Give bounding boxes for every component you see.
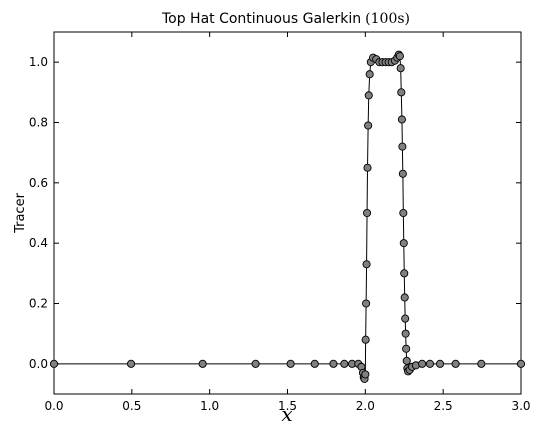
data-point-marker [362,260,371,269]
chart-title: Top Hat Continuous Galerkin (100s) [161,11,410,27]
data-point-marker [395,52,404,61]
data-point-marker [401,314,410,323]
y-tick-label: 1.0 [29,55,48,69]
data-point-marker [402,344,411,353]
data-point-marker [397,115,406,124]
data-point-marker [340,359,349,368]
data-point-marker [329,359,338,368]
data-point-marker [362,208,372,218]
x-tick-label: 1.0 [200,399,219,413]
plot-area-frame [53,31,522,395]
y-axis-ticks: 0.0 0.2 0.4 0.6 0.8 1.0 [29,55,521,371]
data-point-marker [477,359,486,368]
x-tick-label: 3.0 [511,399,530,413]
data-point-marker [365,70,374,79]
y-tick-label: 0.6 [29,176,48,190]
data-point-marker [418,359,427,368]
x-axis-ticks: 0.0 0.5 1.0 1.5 2.0 2.5 3.0 [44,32,531,413]
data-point-marker [398,169,407,178]
data-point-marker [198,359,207,368]
y-tick-label: 0.2 [29,297,48,311]
y-tick-label: 0.0 [29,357,48,371]
x-tick-label: 1.5 [278,399,297,413]
data-point-marker [399,239,408,248]
chart-title-math: (100s) [365,11,410,27]
x-tick-label: 2.0 [356,399,375,413]
series-markers [49,50,526,383]
data-point-marker [364,91,373,100]
data-point-marker [251,359,260,368]
x-axis-label: x [281,402,292,426]
data-point-marker [362,299,371,308]
data-point-marker [361,370,370,379]
data-point-marker [49,359,59,368]
data-point-marker [451,359,460,368]
data-point-marker [400,269,409,278]
data-point-marker [398,142,407,151]
data-point-marker [397,88,406,97]
data-point-marker [127,359,136,368]
y-axis-label: Tracer [13,192,28,233]
data-point-marker [286,359,295,368]
data-point-marker [399,208,408,218]
data-point-marker [400,293,409,302]
x-tick-label: 0.0 [44,399,63,413]
data-point-marker [425,359,434,368]
data-point-marker [361,335,370,344]
data-point-marker [516,359,526,368]
y-tick-label: 0.8 [29,116,48,130]
plot-data-group [49,50,526,383]
x-tick-label: 0.5 [122,399,141,413]
chart-title-main: Top Hat Continuous Galerkin [161,11,361,27]
data-point-marker [364,121,373,130]
data-point-marker [435,359,445,368]
data-point-marker [310,359,319,368]
x-tick-label: 2.5 [434,399,453,413]
data-point-marker [402,356,411,365]
data-point-marker [396,64,405,73]
data-point-marker [401,329,410,338]
y-tick-label: 0.4 [29,236,48,250]
series-line [54,53,521,381]
data-point-marker [363,163,372,172]
